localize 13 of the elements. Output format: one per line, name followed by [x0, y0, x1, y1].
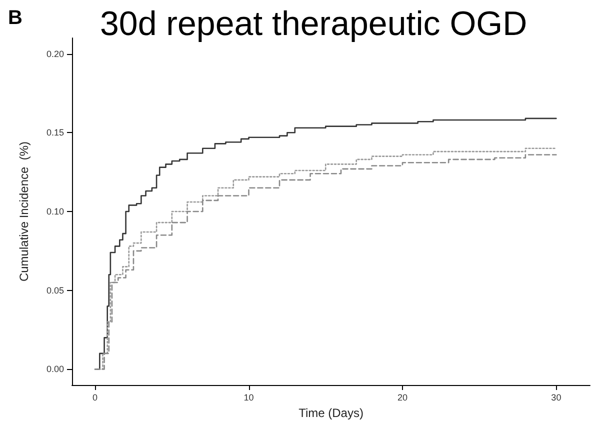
text: B: [8, 7, 22, 29]
chart-title: 30d repeat therapeutic OGD: [100, 5, 528, 43]
y-tick-label: 0.15: [46, 128, 64, 138]
x-tick-label: 20: [397, 392, 408, 402]
y-tick-label: 0.10: [46, 206, 64, 216]
y-axis-title: Cumulative Incidence (%): [17, 141, 31, 282]
x-axis-title: Time (Days): [298, 406, 364, 420]
y-tick-label: 0.00: [46, 364, 64, 374]
x-tick-label: 30: [551, 392, 562, 402]
x-tick-label: 10: [244, 392, 254, 402]
x-tick-label: 0: [92, 392, 98, 402]
y-tick-label: 0.20: [46, 48, 64, 59]
y-tick-label: 0.05: [46, 285, 64, 296]
